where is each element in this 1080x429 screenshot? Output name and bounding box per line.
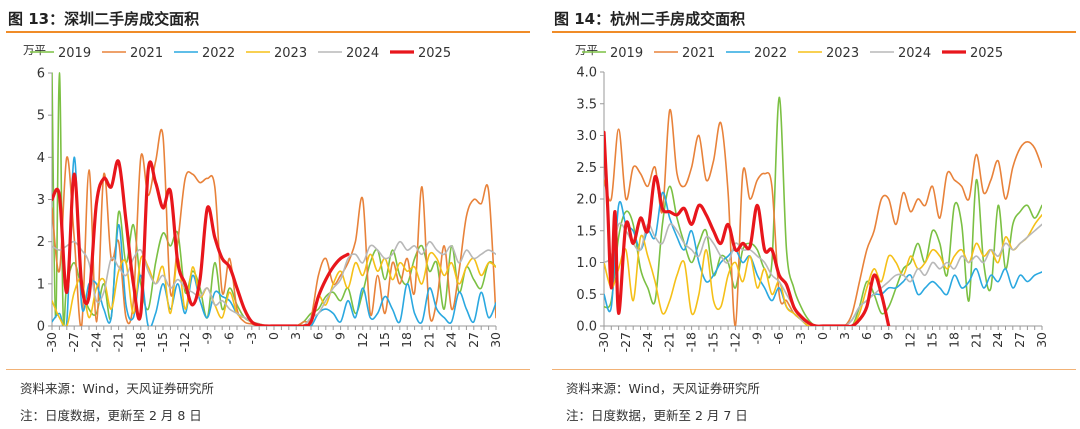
y-unit-label: 万平	[23, 43, 46, 57]
x-tick-label: 6	[859, 332, 874, 340]
series-line-2025	[52, 159, 350, 326]
y-tick-label: 6	[37, 67, 45, 82]
x-tick-label: -30	[44, 332, 59, 352]
title-divider	[552, 31, 1076, 33]
series-line-2023	[604, 214, 1042, 326]
x-tick-label: -24	[88, 332, 103, 352]
legend-label-2022: 2022	[754, 46, 787, 61]
y-tick-label: 0.0	[576, 320, 597, 335]
x-tick-label: -30	[596, 332, 611, 352]
x-tick-label: 12	[355, 332, 370, 348]
y-tick-label: 1	[37, 277, 45, 292]
y-tick-label: 3	[37, 193, 45, 208]
x-tick-label: -12	[177, 332, 192, 352]
y-tick-label: 2.0	[576, 193, 597, 208]
series-line-2024	[604, 222, 1042, 326]
series-line-2023	[52, 251, 496, 326]
chart-title: 图 13：深圳二手房成交面积	[8, 10, 200, 28]
note-text: 注：日度数据，更新至 2 月 7 日	[566, 408, 748, 423]
legend-label-2019: 2019	[610, 46, 643, 61]
y-tick-label: 4	[37, 151, 45, 166]
panel-shenzhen: 图 13：深圳二手房成交面积 万平 0 1 2 3 4 5 6 -30 -27 -24 -21 -18-…	[6, 0, 536, 429]
series-line-2021	[604, 109, 1042, 326]
x-tick-label: 3	[288, 332, 303, 340]
y-tick-label: 5	[37, 109, 45, 124]
x-tick-label: -15	[155, 332, 170, 352]
x-tick-label: -15	[706, 332, 721, 352]
x-tick-label: 0	[815, 332, 830, 340]
x-tick-label: -21	[111, 332, 126, 352]
title-divider	[6, 31, 530, 33]
chart-title: 图 14：杭州二手房成交面积	[554, 10, 746, 28]
x-tick-label: 15	[925, 332, 940, 348]
y-tick-label: 4.0	[576, 66, 597, 81]
x-tick-label: 27	[466, 332, 481, 348]
x-tick-label: -27	[618, 332, 633, 352]
series-line-2022	[52, 156, 496, 326]
series-line-2022	[604, 191, 1042, 326]
legend-label-2021: 2021	[130, 46, 163, 61]
x-tick-label: -9	[199, 332, 214, 345]
y-tick-label: 2	[37, 235, 45, 250]
x-tick-label: 9	[881, 332, 896, 340]
legend-label-2023: 2023	[274, 46, 307, 61]
x-tick-label: 12	[903, 332, 918, 348]
x-tick-label: 18	[946, 332, 961, 348]
legend-label-2022: 2022	[202, 46, 235, 61]
x-tick-label: 30	[1034, 332, 1049, 348]
x-tick-label: 0	[266, 332, 281, 340]
y-tick-label: 1.0	[576, 256, 597, 271]
y-tick-label: 2.5	[576, 161, 597, 176]
x-tick-label: -3	[244, 332, 259, 344]
note-text: 注：日度数据，更新至 2 月 8 日	[20, 408, 202, 423]
x-tick-label: 6	[310, 332, 325, 340]
legend-label-2024: 2024	[898, 46, 931, 61]
x-tick-label: 24	[444, 332, 459, 348]
x-tick-label: -27	[66, 332, 81, 352]
legend-label-2019: 2019	[58, 46, 91, 61]
x-tick-label: -18	[133, 332, 148, 352]
x-tick-label: 15	[377, 332, 392, 348]
x-tick-label: -9	[749, 332, 764, 345]
legend-label-2024: 2024	[346, 46, 379, 61]
x-tick-label: -3	[793, 332, 808, 344]
x-tick-label: 21	[421, 332, 436, 348]
series-line-2021	[52, 128, 496, 326]
y-tick-label: 0.5	[576, 288, 597, 303]
x-tick-label: 24	[990, 332, 1005, 348]
legend-label-2021: 2021	[682, 46, 715, 61]
x-tick-label: -24	[640, 332, 655, 352]
x-tick-label: 9	[333, 332, 348, 340]
y-tick-label: 3.5	[576, 97, 597, 112]
x-tick-label: -18	[684, 332, 699, 352]
legend-label-2025: 2025	[418, 46, 451, 61]
x-tick-label: -12	[727, 332, 742, 352]
legend-label-2025: 2025	[970, 46, 1003, 61]
line-chart: 万平0.00.51.01.52.02.53.03.54.0-30 -27 -24 -2…	[575, 43, 1049, 352]
y-unit-label: 万平	[575, 43, 598, 57]
series-line-2025	[604, 130, 891, 326]
source-text: 资料来源：Wind，天风证券研究所	[566, 381, 760, 396]
x-tick-label: -6	[222, 332, 237, 345]
source-text: 资料来源：Wind，天风证券研究所	[20, 381, 214, 396]
y-tick-label: 3.0	[576, 129, 597, 144]
x-tick-label: -6	[771, 332, 786, 345]
footer-divider	[552, 369, 1076, 370]
x-tick-label: 21	[968, 332, 983, 348]
x-tick-label: -21	[662, 332, 677, 352]
series-line-2024	[52, 240, 496, 326]
panel-hangzhou: 图 14：杭州二手房成交面积 万平 0.0 0.5 1.0 1.5 2.0 2.5 3.0 3.…	[552, 0, 1080, 429]
y-tick-label: 0	[37, 320, 45, 335]
x-tick-label: 18	[399, 332, 414, 348]
x-tick-label: 30	[488, 332, 503, 348]
x-tick-label: 27	[1012, 332, 1027, 348]
series-line-2019	[604, 96, 1042, 326]
y-tick-label: 1.5	[576, 224, 597, 239]
x-tick-label: 3	[837, 332, 852, 340]
footer-divider	[6, 369, 530, 370]
legend-label-2023: 2023	[826, 46, 859, 61]
